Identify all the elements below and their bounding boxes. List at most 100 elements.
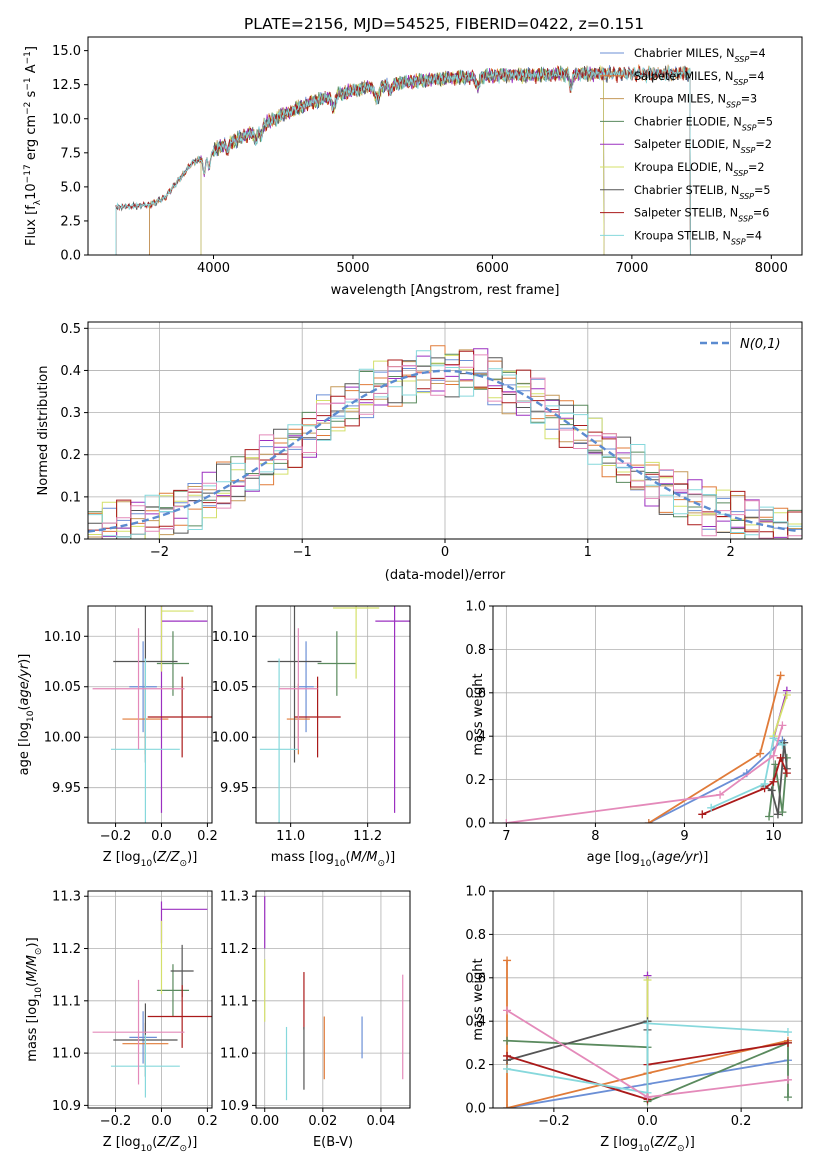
weight-marker [644, 819, 653, 823]
x-tick-label: 0.2 [731, 1114, 752, 1129]
y-tick-label: 10.10 [44, 630, 81, 645]
weight-marker [503, 1104, 512, 1108]
x-tick-label: 6000 [476, 261, 509, 276]
y-tick-label: 0.0 [465, 1102, 486, 1117]
x-axis-label: Z [log10(Z/Z⊙)] [103, 850, 198, 869]
x-axis-label: E(B-V) [313, 1135, 353, 1150]
y-tick-label: 11.1 [220, 994, 249, 1009]
label-part: mass [log [25, 999, 40, 1062]
weight-marker [782, 690, 791, 699]
y-tick-label: 5.0 [60, 180, 81, 195]
x-tick-label: 11.0 [276, 829, 305, 844]
mass-weight-vs-metallicity-panel: −0.2 0.0 0.2 0.0 0.2 0.4 0.6 0.8 1.0 Z [log10(Z/Z… [465, 885, 803, 1154]
weight-marker [756, 749, 765, 758]
x-tick-label: 0.0 [151, 1114, 172, 1129]
label-part: =3 [741, 93, 758, 106]
label-part: =6 [753, 207, 770, 220]
y-tick-label: 0.0 [465, 817, 486, 832]
axes-frame [87, 36, 803, 256]
label-part: SSP [741, 146, 756, 155]
x-tick-label: 0.2 [197, 1114, 218, 1129]
label-part: −1 [23, 77, 33, 90]
x-axis-label: (data-model)/error [385, 568, 506, 583]
x-axis-label: mass [log10(M/M⊙)] [271, 850, 395, 869]
weight-line-pink [506, 725, 784, 823]
y-tick-label: 10.9 [220, 1099, 249, 1114]
label-part: 10 [638, 1144, 650, 1154]
x-tick-label: 1 [584, 545, 592, 560]
x-tick-label: 0.04 [366, 1114, 395, 1129]
y-tick-label: 7.5 [60, 146, 81, 161]
axes-frame [255, 605, 411, 824]
y-tick-label: 0.5 [60, 322, 81, 337]
normal-reference-curve [88, 369, 800, 533]
x-tick-label: 8000 [755, 261, 788, 276]
weight-line-salpeter-miles [506, 960, 789, 1108]
x-tick-label: 0.0 [637, 1114, 658, 1129]
residual-histogram-pink [88, 354, 802, 539]
y-tick-label: 9.95 [220, 781, 249, 796]
residuals-panel: −2 −1 0 1 2 0.0 0.1 0.2 0.3 0.4 0.5 (data-model)/er… [36, 321, 803, 583]
label-part: M/M [25, 955, 40, 982]
weight-marker [769, 777, 778, 786]
label-part: =5 [756, 115, 773, 128]
axes-frame [492, 605, 803, 824]
x-tick-label: 8 [591, 829, 599, 844]
legend-label: Salpeter MILES, NSSP=4 [634, 70, 765, 87]
x-axis-label: wavelength [Angstrom, rest frame] [331, 283, 560, 298]
label-part: Z/Z [156, 1135, 180, 1150]
age-vs-mass-panel: 11.0 11.2 9.95 10.00 10.05 10.10 mass [log10(M… [212, 605, 411, 869]
label-part: Chabrier STELIB, N [634, 184, 739, 197]
y-tick-label: 0.4 [465, 1015, 486, 1030]
label-part: 10 [141, 859, 153, 869]
label-part: E(B-V) [313, 1135, 353, 1150]
y-tick-label: 12.5 [52, 78, 81, 93]
axes-frame [255, 890, 411, 1109]
label-part: s [24, 90, 39, 101]
spectrum-line-salpeter-elodie [200, 66, 605, 255]
label-part: SSP [731, 237, 746, 246]
x-tick-label: 2 [726, 545, 734, 560]
label-part: age/yr [17, 662, 32, 705]
label-part: )] [17, 654, 32, 664]
weight-line-kroupa-elodie [772, 694, 788, 737]
label-part: −1 [23, 51, 33, 64]
plot-area [115, 64, 691, 255]
x-axis-label: age [log10(age/yr)] [587, 850, 709, 869]
weight-marker [502, 819, 511, 823]
label-part: ⊙ [677, 1144, 685, 1154]
label-part: Flux [f [24, 205, 39, 246]
label-part: Z [log [600, 1135, 638, 1150]
label-part: −17 [23, 164, 33, 183]
x-tick-label: −0.2 [538, 1114, 570, 1129]
weight-marker [503, 1036, 512, 1045]
weight-marker [765, 812, 774, 821]
label-part: ⊙ [180, 859, 188, 869]
label-part: Chabrier ELODIE, N [634, 115, 742, 128]
y-tick-label: 0.0 [60, 249, 81, 264]
label-part: ( [651, 850, 656, 865]
x-tick-label: 10 [765, 829, 782, 844]
weight-line-kroupa-stelib [506, 1022, 789, 1094]
label-part: Z/Z [654, 1135, 678, 1150]
plot-area [92, 901, 212, 1098]
plot-area [92, 606, 212, 823]
label-part: 10 [141, 1144, 153, 1154]
weight-marker [783, 1093, 792, 1102]
spectrum-line-kroupa-elodie [200, 65, 605, 255]
y-tick-label: 2.5 [60, 214, 81, 229]
label-part: Kroupa ELODIE, N [634, 161, 733, 174]
label-part: ] [24, 46, 39, 51]
weight-marker [783, 1075, 792, 1084]
y-tick-label: 9.95 [52, 781, 81, 796]
y-tick-label: 11.0 [52, 1047, 81, 1062]
x-tick-label: 5000 [336, 261, 369, 276]
label-part: Salpeter MILES, N [634, 70, 733, 83]
y-tick-label: 10.00 [212, 731, 249, 746]
y-tick-label: 10.05 [212, 680, 249, 695]
plot-area [264, 896, 404, 1101]
y-tick-label: 11.1 [52, 994, 81, 1009]
weight-marker [782, 769, 791, 778]
